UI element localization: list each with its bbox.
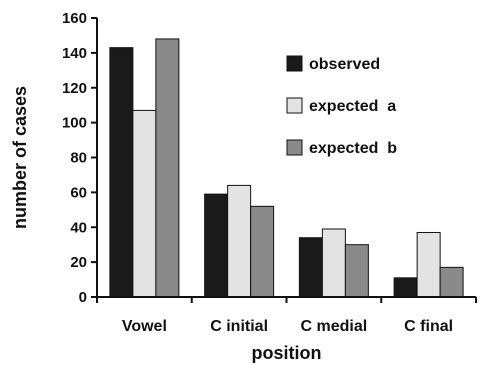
bar-observed-1 <box>204 193 229 298</box>
x-category-label: C final <box>404 318 453 335</box>
bar-expected-b-0 <box>155 38 180 298</box>
bar-expected-a-3 <box>416 231 441 298</box>
legend-label: expected b <box>309 140 397 157</box>
legend-label: expected a <box>309 98 396 115</box>
y-axis-ticks: 0 20 40 60 80 100 120 140 160 <box>62 10 97 306</box>
bar-expected-a-1 <box>227 184 252 298</box>
y-tick-label: 100 <box>62 115 87 132</box>
x-axis-title: position <box>252 343 322 363</box>
y-tick-label: 120 <box>62 80 87 97</box>
x-category-label: Vowel <box>122 318 167 335</box>
y-tick-label: 40 <box>70 219 87 236</box>
x-axis-ticks <box>96 297 477 303</box>
legend-label: observed <box>309 56 380 73</box>
bar-expected-b-2 <box>344 244 369 298</box>
y-tick-label: 20 <box>70 254 87 271</box>
bar-observed-2 <box>298 237 323 298</box>
legend-swatch <box>286 55 303 72</box>
y-tick-label: 80 <box>70 150 87 167</box>
bar-observed-0 <box>109 47 134 298</box>
y-tick-label: 0 <box>79 289 87 306</box>
bar-expected-b-3 <box>439 266 464 298</box>
y-tick-label: 60 <box>70 184 87 201</box>
x-category-label: C initial <box>210 318 268 335</box>
legend-swatch <box>286 97 303 114</box>
bar-observed-3 <box>393 277 418 298</box>
bars <box>109 38 464 298</box>
bar-expected-b-1 <box>250 205 275 298</box>
bar-expected-a-2 <box>321 228 346 298</box>
x-category-labels: Vowel C initial C medial C final <box>122 318 453 335</box>
legend-swatch <box>286 139 303 156</box>
bar-expected-a-0 <box>132 109 157 298</box>
x-category-label: C medial <box>301 318 368 335</box>
y-axis-title: number of cases <box>10 86 30 229</box>
y-tick-label: 160 <box>62 10 87 27</box>
y-tick-label: 140 <box>62 45 87 62</box>
legend: observed expected a expected b <box>286 55 397 157</box>
